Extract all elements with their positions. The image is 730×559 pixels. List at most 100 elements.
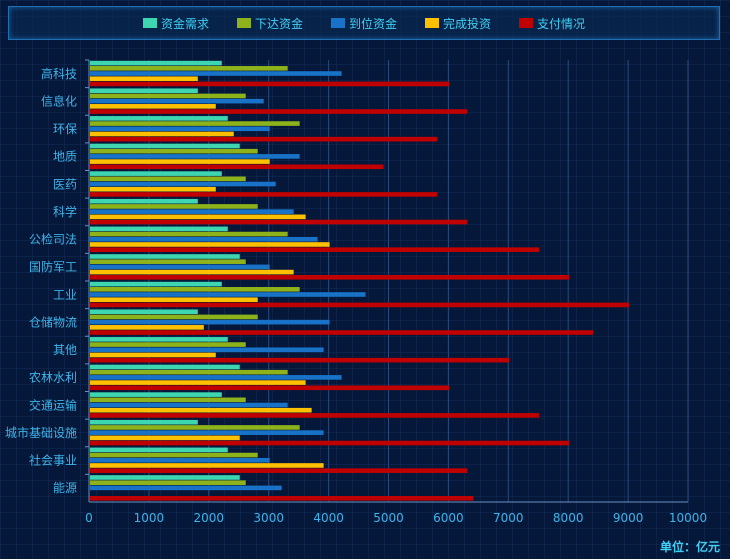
legend-label: 资金需求 — [160, 16, 209, 31]
legend-label: 支付情况 — [537, 16, 586, 31]
bar-0-2 — [90, 71, 342, 76]
bar-4-0 — [90, 171, 222, 176]
bar-8-0 — [90, 281, 222, 287]
bar-11-2 — [90, 375, 342, 380]
bar-5-2 — [90, 209, 294, 214]
legend-label: 完成投资 — [443, 16, 492, 31]
bar-1-0 — [90, 88, 198, 94]
bar-3-0 — [90, 143, 240, 149]
bar-0-3 — [90, 76, 198, 82]
bar-1-4 — [90, 109, 468, 114]
bar-15-4 — [90, 495, 474, 501]
x-tick-label: 1000 — [134, 511, 165, 525]
bar-7-2 — [90, 264, 270, 270]
bar-0-4 — [90, 81, 450, 87]
bar-8-3 — [90, 297, 258, 303]
bar-13-0 — [90, 419, 198, 425]
x-tick-label: 2000 — [194, 511, 225, 525]
legend-item[interactable]: 完成投资 — [425, 15, 491, 32]
legend-item[interactable]: 资金需求 — [142, 15, 209, 32]
y-category-label: 交通运输 — [29, 397, 77, 412]
legend-label: 下达资金 — [254, 16, 303, 31]
bar-13-4 — [90, 440, 570, 446]
bar-7-3 — [90, 269, 294, 275]
bar-2-2 — [90, 126, 270, 132]
bar-2-0 — [90, 116, 228, 121]
legend-item[interactable]: 下达资金 — [236, 15, 303, 32]
bar-4-3 — [90, 186, 216, 192]
legend-swatch — [425, 18, 439, 28]
bar-12-3 — [90, 407, 312, 413]
bar-15-1 — [90, 480, 246, 485]
bar-9-1 — [90, 314, 258, 320]
bar-6-1 — [90, 231, 288, 237]
bar-14-1 — [90, 452, 258, 458]
bar-3-1 — [90, 148, 258, 154]
bar-10-1 — [90, 342, 246, 347]
bar-9-4 — [90, 330, 594, 335]
legend-item[interactable]: 到位资金 — [330, 15, 397, 32]
x-tick-label: 8000 — [553, 511, 584, 525]
x-tick-label: 4000 — [313, 511, 344, 525]
bar-14-2 — [90, 457, 270, 463]
chart-legend: 资金需求 下达资金 到位资金 完成投资 支付情况 — [8, 6, 720, 40]
bar-3-4 — [90, 164, 384, 170]
bar-1-1 — [90, 93, 246, 99]
bar-8-1 — [90, 287, 300, 292]
bar-13-2 — [90, 430, 324, 435]
bar-12-2 — [90, 402, 288, 408]
bar-4-1 — [90, 176, 246, 182]
x-tick-label: 10000 — [669, 511, 707, 525]
bar-7-0 — [90, 254, 240, 259]
bar-10-3 — [90, 352, 216, 358]
bar-11-3 — [90, 380, 306, 385]
bar-11-4 — [90, 385, 450, 391]
y-category-label: 工业 — [53, 288, 77, 302]
x-tick-label: 0 — [85, 511, 93, 525]
bar-15-2 — [90, 485, 282, 491]
bar-13-3 — [90, 435, 240, 441]
bar-9-0 — [90, 309, 198, 315]
bar-14-3 — [90, 463, 324, 468]
y-category-label: 仓储物流 — [29, 314, 77, 329]
bar-7-4 — [90, 274, 570, 280]
bar-14-0 — [90, 447, 228, 453]
bar-4-2 — [90, 181, 276, 187]
bar-2-4 — [90, 136, 438, 142]
y-category-label: 城市基础设施 — [5, 425, 77, 440]
y-category-label: 社会事业 — [29, 453, 77, 468]
legend-label: 到位资金 — [348, 16, 397, 31]
bar-14-4 — [90, 468, 468, 473]
y-category-label: 其他 — [53, 343, 77, 357]
bar-7-1 — [90, 259, 246, 264]
legend-swatch — [142, 18, 157, 28]
y-category-label: 医药 — [53, 177, 77, 191]
bar-12-0 — [90, 392, 222, 397]
legend-swatch — [236, 18, 251, 28]
y-category-label: 公检司法 — [29, 232, 77, 247]
bar-5-4 — [90, 219, 468, 225]
bar-1-2 — [90, 98, 264, 104]
bar-6-0 — [90, 226, 228, 232]
bar-5-1 — [90, 204, 258, 209]
y-category-label: 高科技 — [41, 66, 77, 81]
bar-12-4 — [90, 413, 540, 418]
y-category-label: 地质 — [53, 150, 77, 164]
unit-label: 单位：亿元 — [659, 540, 720, 554]
bar-9-3 — [90, 325, 204, 330]
bar-8-4 — [90, 302, 630, 308]
bar-13-1 — [90, 425, 300, 430]
bar-2-1 — [90, 121, 300, 126]
bar-11-1 — [90, 369, 288, 375]
x-tick-label: 5000 — [373, 511, 404, 525]
bar-10-0 — [90, 337, 228, 342]
bar-12-1 — [90, 397, 246, 403]
bar-3-2 — [90, 154, 300, 159]
y-category-label: 环保 — [53, 122, 77, 136]
bar-5-0 — [90, 198, 198, 204]
bar-11-0 — [90, 364, 240, 370]
legend-item[interactable]: 支付情况 — [519, 15, 585, 32]
x-tick-label: 9000 — [613, 511, 644, 525]
legend-swatch — [330, 18, 345, 28]
